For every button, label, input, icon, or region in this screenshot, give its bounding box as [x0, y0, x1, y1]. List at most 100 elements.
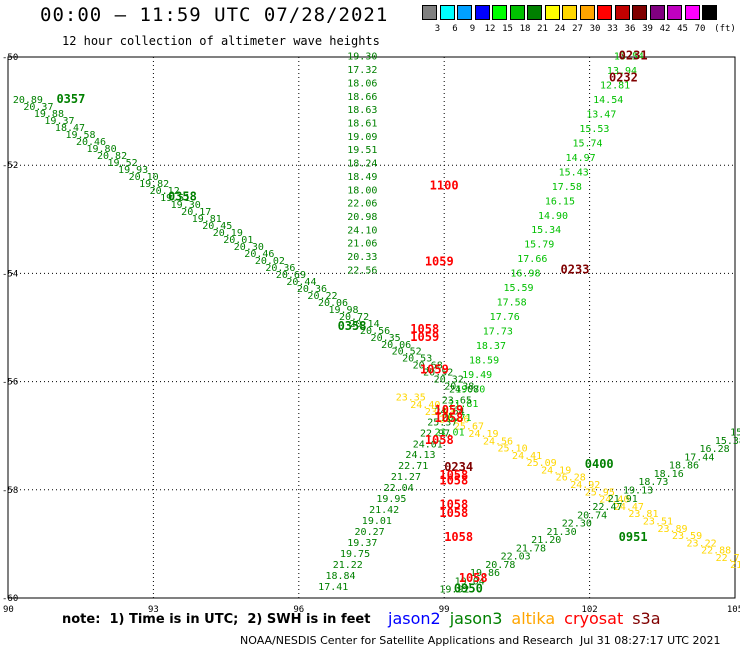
pass-time-label: 1058: [435, 411, 464, 425]
swh-value: 20.46: [76, 137, 106, 148]
legend-label: 70: [694, 24, 706, 34]
swh-value: 14.54: [593, 95, 623, 106]
swh-value: 19.49: [462, 370, 492, 381]
swh-value: 12.81: [600, 81, 630, 92]
swh-value: 16.98: [510, 269, 540, 280]
swh-value: 20.69: [276, 270, 306, 281]
pass-time-label: 0950: [454, 582, 483, 596]
swh-value: 21.22: [333, 560, 363, 571]
legend-label: 21: [537, 24, 548, 34]
swh-value: 17.73: [483, 326, 513, 337]
swh-value: 24.56: [483, 436, 513, 447]
swh-value: 13.54: [614, 52, 644, 63]
swh-value: 20.01: [223, 235, 253, 246]
swh-value: 15.59: [503, 283, 533, 294]
swh-value: 24.92: [570, 480, 600, 491]
legend-label: 27: [572, 24, 583, 34]
y-tick-label: -50: [2, 53, 18, 63]
swh-value: 23.35: [396, 393, 426, 404]
x-tick-label: 105: [727, 605, 740, 615]
legend-unit: (ft): [714, 24, 736, 34]
pass-time-label: 1058: [410, 322, 439, 336]
swh-value: 23.81: [628, 509, 658, 520]
pass-time-label: 1058: [439, 506, 468, 520]
swh-value: 22.88: [701, 546, 731, 557]
swh-value: 15.74: [572, 138, 602, 149]
satellite-cryosat: cryosat: [564, 609, 624, 628]
pass-time-label: 0358: [338, 319, 367, 333]
swh-value: 20.74: [577, 510, 607, 521]
swh-value: 15.38: [715, 436, 740, 447]
legend-swatch: [422, 5, 437, 20]
swh-value: 20.17: [181, 207, 211, 218]
swh-value: 25.37: [427, 417, 457, 428]
swh-value: 20.06: [318, 298, 348, 309]
chart-subtitle: 12 hour collection of altimeter wave hei…: [62, 34, 380, 48]
legend-swatch: [544, 5, 560, 20]
swh-value: 21.89: [730, 560, 740, 571]
swh-value: 18.24: [347, 159, 377, 170]
swh-value: 19.01: [362, 516, 392, 527]
swh-value: 20.71: [441, 413, 471, 424]
swh-value: 20.36: [265, 263, 295, 274]
swh-value: 23.65: [442, 395, 472, 406]
swh-value: 18.16: [654, 469, 684, 480]
swh-value: 22.30: [562, 519, 592, 530]
swh-value: 17.58: [552, 182, 582, 193]
legend-swatch: [614, 5, 630, 20]
swh-value: 19.52: [108, 158, 138, 169]
swh-value: 22.97: [420, 428, 450, 439]
swh-value: 20.78: [485, 560, 515, 571]
swh-value: 19.37: [44, 116, 74, 127]
pass-time-label: 1059: [425, 254, 454, 268]
swh-value: 21.06: [347, 239, 377, 250]
swh-value: 20.12: [150, 186, 180, 197]
pass-time-label: 1058: [439, 473, 468, 487]
satellite-altika: altika: [511, 609, 556, 628]
satellite-s3a: s3a: [632, 609, 661, 628]
swh-value: 26.28: [556, 473, 586, 484]
satellite-jason3: jason3: [449, 609, 503, 628]
swh-value: 19.93: [118, 165, 148, 176]
chart-title: 00:00 – 11:59 UTC 07/28/2021: [40, 4, 389, 26]
swh-value: 24.47: [614, 502, 644, 513]
swh-value: 20.33: [347, 252, 377, 263]
swh-value: 20.02: [255, 256, 285, 267]
swh-value: 19.82: [139, 179, 169, 190]
swh-value: 20.52: [392, 347, 422, 358]
plot-frame: [7, 56, 736, 599]
swh-value: 19.13: [623, 486, 653, 497]
generated-timestamp: Jul 31 08:27:17 UTC 2021: [580, 634, 721, 647]
swh-value: 18.00: [347, 185, 377, 196]
pass-time-label: 0358: [168, 189, 197, 203]
swh-value: 20.52: [423, 368, 453, 379]
pass-time-label: 1059: [420, 362, 449, 376]
swh-value: 24.19: [468, 429, 498, 440]
swh-value: 24.40: [410, 400, 440, 411]
swh-value: 25.09: [527, 458, 557, 469]
swh-value: 16.15: [545, 196, 575, 207]
swh-value: 17.66: [517, 254, 547, 265]
swh-value: 21.27: [391, 472, 421, 483]
legend-label: 45: [677, 24, 688, 34]
legend-swatch: [667, 5, 682, 20]
credit-text: NOAA/NESDIS Center for Satellite Applica…: [240, 634, 574, 647]
swh-value: 19.37: [347, 538, 377, 549]
swh-value: 21.01: [435, 428, 465, 439]
swh-value: 21.42: [369, 505, 399, 516]
swh-value: 20.89: [13, 95, 43, 106]
pass-time-label: 1058: [439, 498, 468, 512]
swh-value: 17.76: [490, 312, 520, 323]
legend-swatch: [702, 5, 717, 20]
legend-label: 18: [519, 24, 531, 34]
swh-value: 19.30: [171, 200, 201, 211]
legend-swatch: [457, 5, 472, 20]
legend-swatch: [509, 5, 525, 20]
swh-value: 14.90: [538, 211, 568, 222]
swh-value: 24.64: [435, 406, 465, 417]
swh-value: 13.47: [586, 110, 616, 121]
swh-value: 19.51: [347, 145, 377, 156]
swh-value: 18.49: [347, 172, 377, 183]
swh-value: 20.30: [234, 242, 264, 253]
